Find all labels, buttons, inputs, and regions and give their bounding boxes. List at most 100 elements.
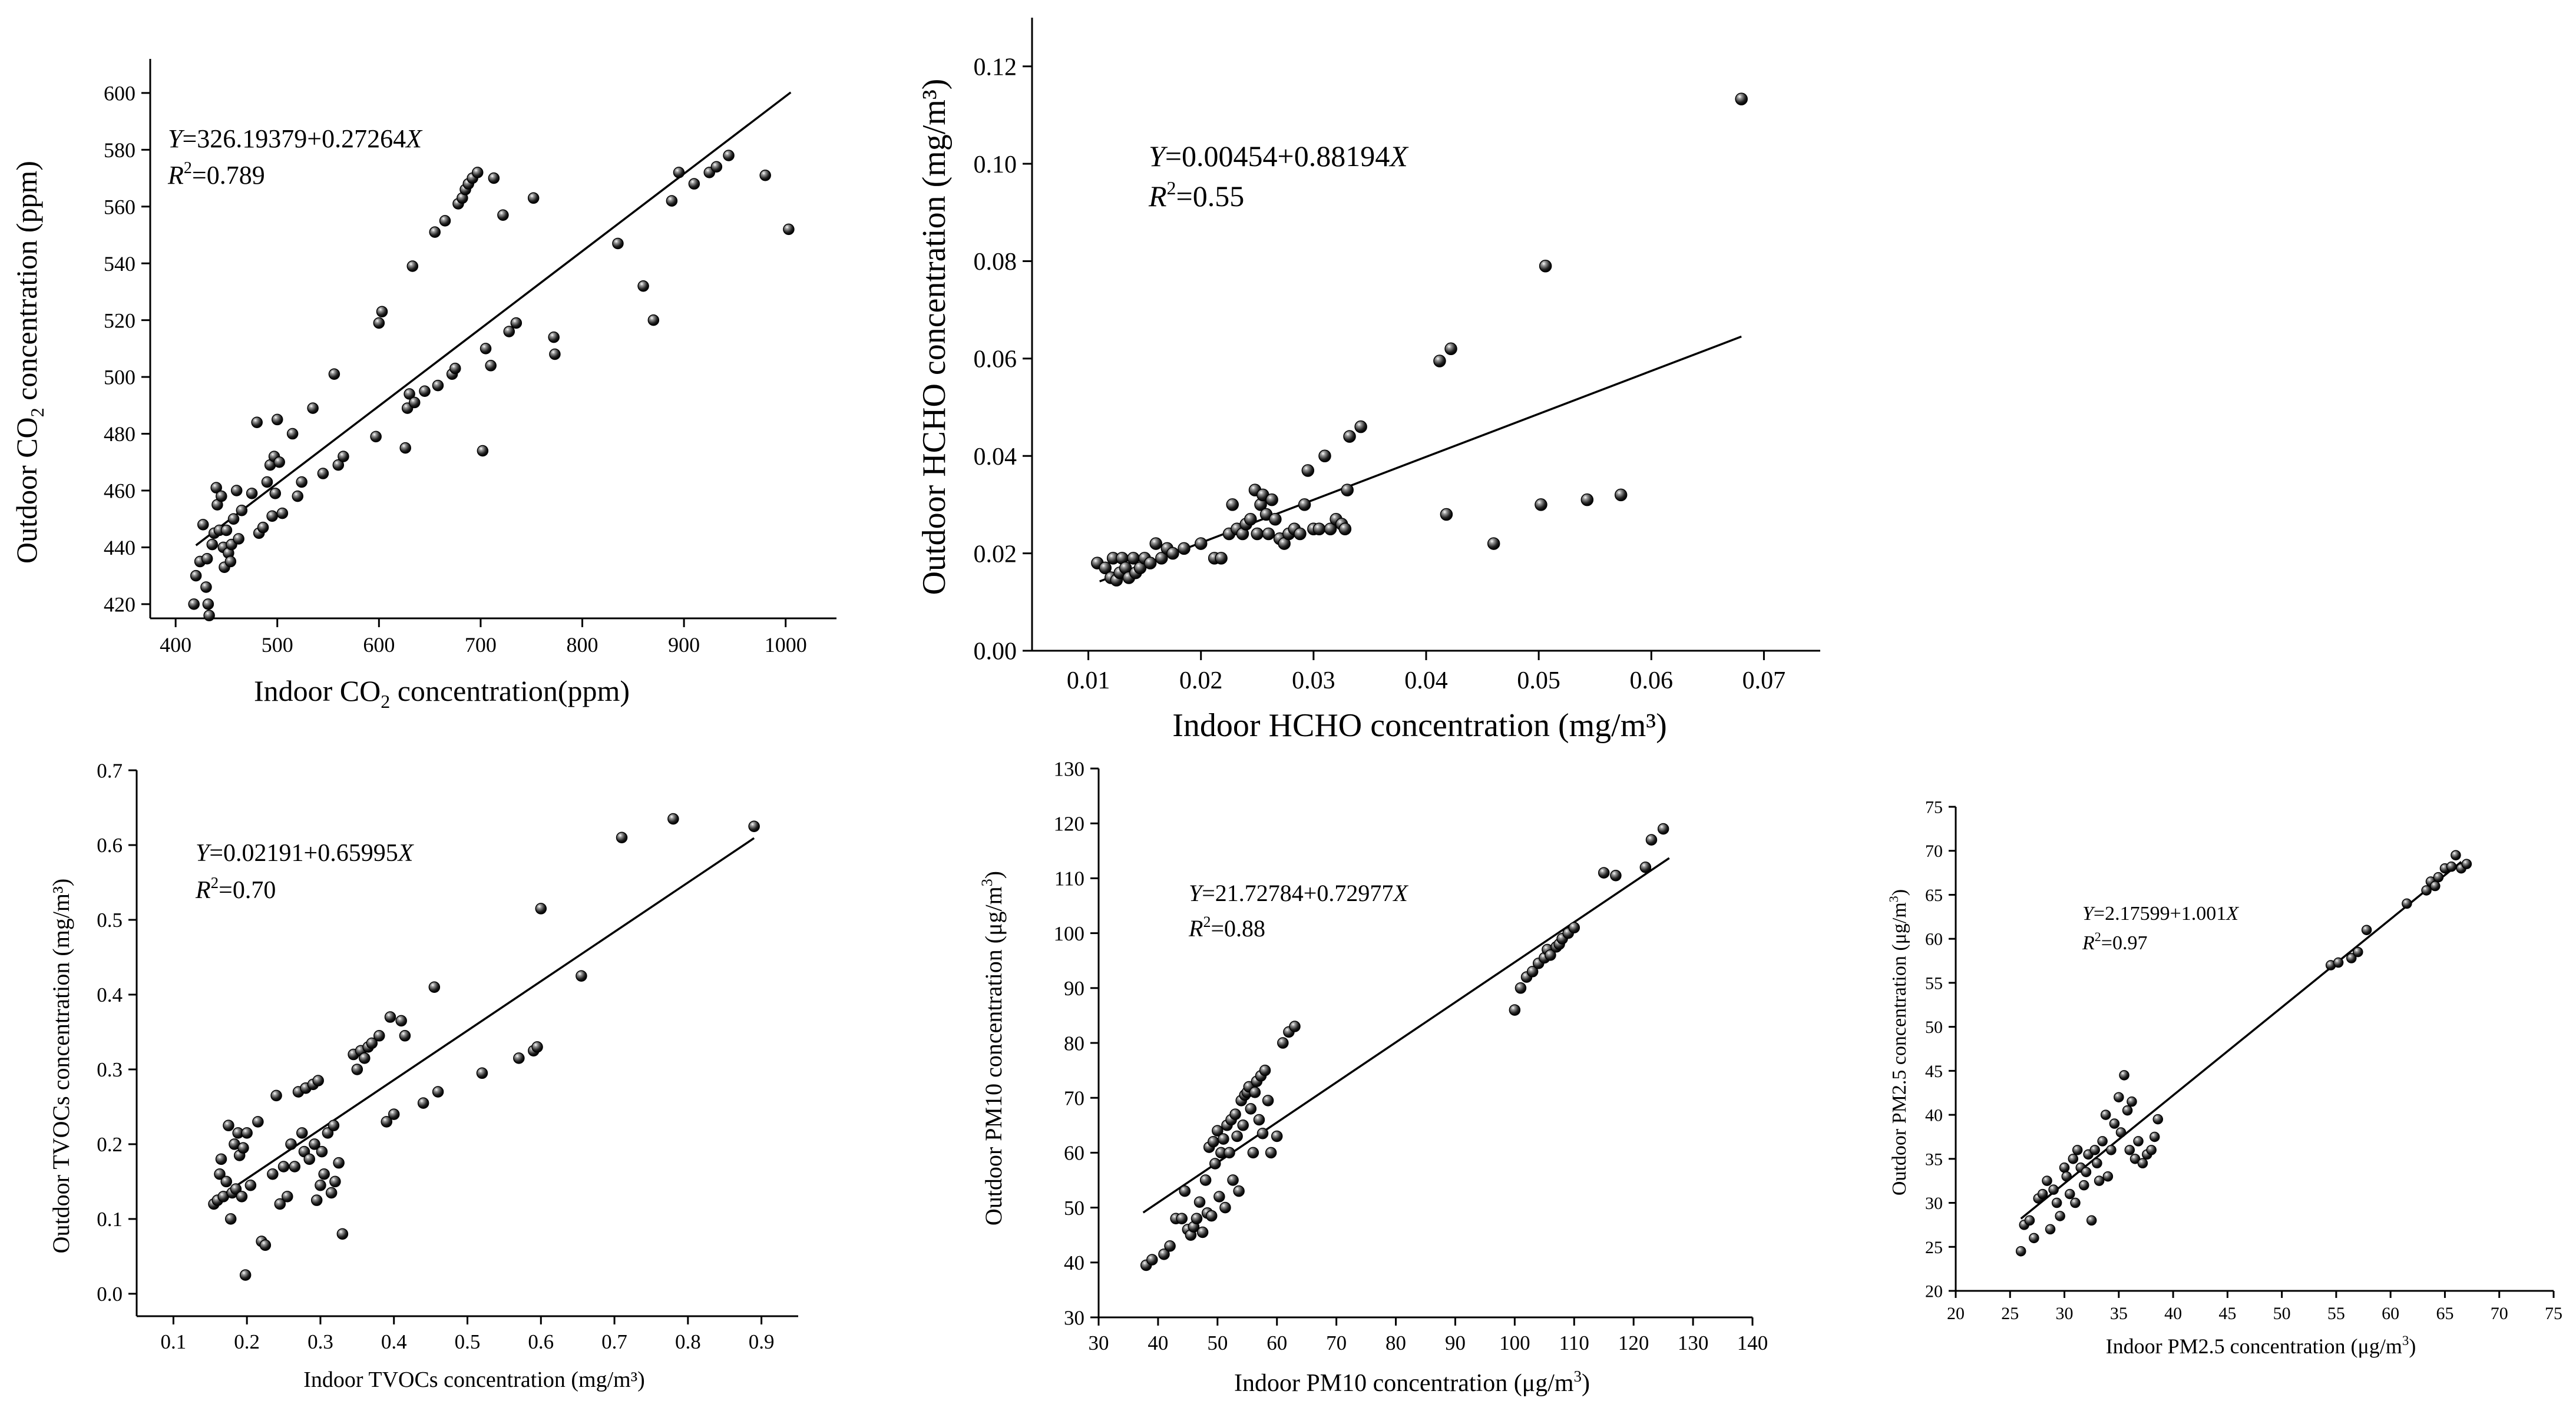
y-tick-label: 100 <box>1054 922 1085 945</box>
y-tick-label: 0.08 <box>974 249 1017 276</box>
y-tick-label: 70 <box>1925 842 1943 861</box>
data-point <box>783 223 795 236</box>
y-tick-label: 420 <box>104 592 135 616</box>
data-point <box>2015 1246 2026 1257</box>
data-point <box>325 1187 338 1199</box>
regression-line <box>1099 335 1742 582</box>
data-point <box>203 610 215 621</box>
data-point <box>376 306 388 317</box>
y-tick-label: 540 <box>104 252 135 276</box>
data-point <box>332 459 345 471</box>
data-point <box>548 331 560 343</box>
panel-co2: 400 500 600 700 800 900 1000 420 440 460 480 500 520… <box>10 59 836 712</box>
y-title-sub: 2 <box>27 408 48 417</box>
panel-tvoc: 0.1 0.2 0.3 0.4 0.5 0.6 0.7 0.8 0.9 0.0 0.1 0.2 0.3 0… <box>48 759 798 1392</box>
r2-text: R2=0.55 <box>1148 177 1244 213</box>
data-point <box>351 1064 363 1075</box>
x-tick-label: 60 <box>1266 1331 1287 1354</box>
y-tick-label: 0.3 <box>97 1058 123 1081</box>
data-point <box>2346 953 2357 963</box>
data-point <box>1166 546 1179 560</box>
data-point <box>576 970 587 982</box>
y-tick-label: 0.12 <box>974 54 1017 81</box>
data-point <box>2061 1171 2072 1182</box>
data-point <box>388 1108 400 1120</box>
x-tick-label: 0.2 <box>234 1330 260 1353</box>
data-point <box>1227 1174 1239 1186</box>
data-point <box>1580 493 1594 506</box>
data-point <box>251 416 263 429</box>
x-tick-label: 140 <box>1737 1331 1768 1354</box>
data-point <box>710 161 723 173</box>
data-point <box>2086 1215 2097 1226</box>
data-point <box>1229 1108 1241 1120</box>
data-point <box>303 1153 315 1165</box>
data-point <box>647 314 660 326</box>
data-point <box>2430 880 2441 892</box>
y-tick-label: 30 <box>1064 1306 1084 1329</box>
y-tick-label: 0.1 <box>97 1208 123 1231</box>
data-point <box>1610 869 1622 882</box>
y-tick-label: 130 <box>1054 757 1085 780</box>
data-point <box>202 598 214 610</box>
x-tick-label: 0.04 <box>1404 667 1448 694</box>
y-tick-label: 500 <box>104 366 135 389</box>
data-point <box>1237 1119 1249 1131</box>
data-point <box>1545 949 1556 961</box>
data-point <box>236 505 248 516</box>
data-point <box>1341 483 1354 496</box>
data-point <box>1179 1185 1191 1197</box>
data-point <box>274 1198 286 1210</box>
x-tick-label: 20 <box>1947 1304 1965 1323</box>
data-point <box>2146 1145 2157 1155</box>
eq-var: X <box>405 124 423 153</box>
data-point <box>190 569 202 582</box>
y-tick-label: 0.04 <box>974 443 1017 471</box>
data-point <box>1487 537 1500 550</box>
x-axis-title: Indoor HCHO concentration (mg/m³) <box>1172 707 1666 744</box>
x-tick-label: 110 <box>1559 1331 1589 1354</box>
data-point <box>2433 872 2444 883</box>
data-point <box>2037 1188 2048 1200</box>
regression-line <box>1142 857 1670 1214</box>
data-point <box>381 1116 392 1128</box>
data-point <box>2102 1171 2114 1182</box>
r2-sup: 2 <box>184 159 192 177</box>
x-tick-label: 70 <box>2491 1304 2508 1323</box>
data-point <box>373 317 385 329</box>
r2-prefix: R <box>1148 180 1167 213</box>
data-point <box>404 388 415 400</box>
data-point <box>1526 966 1539 978</box>
data-point <box>2446 861 2457 872</box>
x-tick-label: 45 <box>2218 1304 2236 1323</box>
x-tick-label: 500 <box>262 633 293 657</box>
y-axis-title: Outdoor PM10 concentration (μg/m3) <box>978 871 1007 1225</box>
data-point <box>227 513 240 525</box>
data-point <box>296 476 307 488</box>
eq-var: X <box>397 840 415 867</box>
x-axis-title: Indoor PM2.5 concentration (μg/m3) <box>2106 1333 2416 1358</box>
data-point <box>1256 1128 1269 1140</box>
data-point <box>1194 537 1208 550</box>
data-point <box>399 442 411 454</box>
data-point <box>241 1127 253 1139</box>
x-tick-label: 0.7 <box>601 1330 627 1353</box>
data-point <box>1645 834 1658 846</box>
eq-body: =0.00454+0.88194 <box>1165 140 1390 173</box>
data-point <box>2079 1180 2089 1191</box>
data-point <box>384 1011 396 1023</box>
y-tick-label: 0.10 <box>974 151 1017 178</box>
data-point <box>2421 885 2432 896</box>
x-tick-label: 0.9 <box>749 1330 775 1353</box>
data-point <box>1509 1004 1521 1016</box>
data-point <box>1343 430 1356 443</box>
data-point <box>1223 1147 1235 1159</box>
data-point <box>1158 1248 1170 1260</box>
data-point <box>1269 512 1282 526</box>
data-point <box>270 1089 282 1102</box>
data-point <box>1196 1226 1209 1238</box>
eq-var: X <box>1388 140 1409 173</box>
data-point <box>282 1191 293 1203</box>
data-point <box>476 1067 488 1079</box>
